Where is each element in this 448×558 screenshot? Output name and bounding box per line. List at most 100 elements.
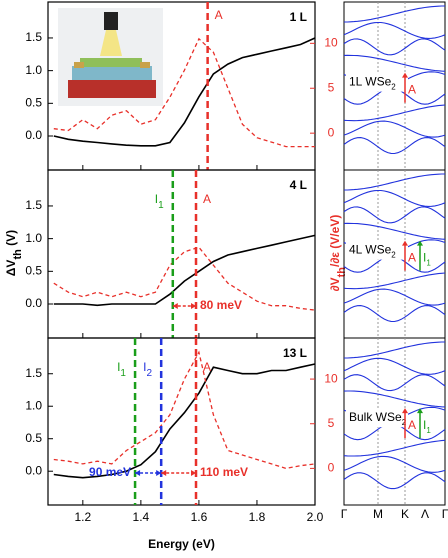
contact: [140, 62, 150, 68]
y-tick-label: 0.0: [25, 296, 42, 310]
band-curve: [343, 439, 446, 457]
band-panel: 1L WSe2 A: [343, 1, 446, 171]
text-part: 1: [120, 368, 126, 379]
text-part: A: [203, 192, 211, 206]
text-part: I: [155, 192, 158, 206]
marker-label: A: [203, 360, 211, 374]
data-line: [53, 234, 316, 307]
text-part: (V): [4, 230, 18, 249]
transition-label: A: [408, 418, 416, 432]
x-tick-label: 1.2: [74, 510, 91, 524]
gap-label: 110 meV: [200, 465, 248, 479]
band-curve: [344, 5, 445, 23]
text-part: I: [117, 360, 120, 374]
beam: [100, 30, 122, 56]
marker-label: I2: [143, 360, 152, 379]
band-curve: [343, 288, 446, 306]
text-part: A: [215, 8, 223, 22]
band-curve: [343, 189, 446, 207]
y-tick-label: 1.5: [25, 366, 42, 380]
band-curve: [343, 104, 446, 122]
y-tick-label: 0.0: [25, 463, 42, 477]
label-bg: [346, 409, 408, 428]
y2-tick-label: 5: [328, 80, 335, 94]
band-curve: [343, 38, 446, 56]
transition-head: [402, 240, 408, 246]
y-tick-label: 0.5: [25, 263, 42, 277]
transition-label: I1: [423, 251, 431, 267]
y-tick-label: 1.0: [25, 398, 42, 412]
band-curve: [343, 305, 446, 323]
marker-label: I1: [117, 360, 126, 379]
data-line: [53, 37, 316, 147]
y2-tick-label: 0: [328, 125, 335, 139]
transition-label: I1: [423, 418, 431, 434]
y-tick-label: 0.5: [25, 95, 42, 109]
text-part: 1: [426, 426, 431, 435]
band-label: 4L WSe2: [349, 243, 396, 259]
text-part: ∂V: [328, 277, 342, 291]
contact: [74, 62, 84, 68]
marker-label: A: [203, 192, 211, 206]
band-label: 1L WSe2: [349, 75, 396, 91]
data-line: [53, 363, 316, 479]
x-tick-label: 1.4: [133, 510, 150, 524]
band-curve: [343, 472, 446, 490]
band-x-label: M: [373, 507, 383, 521]
band-curve: [344, 341, 445, 359]
text-part: I: [423, 418, 426, 432]
band-curve: [343, 357, 446, 375]
x-tick-label: 1.6: [191, 510, 208, 524]
arrow-head: [135, 470, 162, 476]
band-panel: 4L WSe2 A I1: [343, 169, 446, 339]
text-part: A: [408, 83, 416, 97]
text-part: I: [423, 251, 426, 265]
transition-head: [417, 408, 423, 414]
text-part: 2: [147, 368, 153, 379]
text-part: 4L WSe: [349, 243, 392, 257]
transition-head: [402, 72, 408, 78]
band-curve: [343, 54, 446, 72]
x-tick-label: 1.8: [249, 510, 266, 524]
gap-label: 90 meV: [89, 465, 131, 479]
lamp: [104, 12, 118, 30]
text-part: 1: [426, 258, 431, 267]
band-frame: [343, 337, 446, 506]
y-tick-label: 0.5: [25, 431, 42, 445]
band-x-label: Γ: [442, 507, 448, 521]
y-tick-label: 1.5: [25, 198, 42, 212]
y-tick-label: 1.0: [25, 231, 42, 245]
band-curve: [343, 137, 446, 155]
text-part: 2: [402, 418, 407, 427]
band-curve: [343, 222, 446, 240]
y2-axis-label: ∂Vth/∂ε (V/eV): [328, 215, 348, 292]
data-line: [53, 37, 315, 148]
band-curve: [343, 120, 446, 138]
transition-head: [402, 408, 408, 414]
y2-tick-label: 0: [328, 461, 335, 475]
transition-label: A: [408, 83, 416, 97]
text-part: /∂ε (V/eV): [328, 215, 342, 267]
text-part: Bulk WSe: [349, 410, 402, 424]
text-part: th: [12, 249, 24, 260]
band-label: Bulk WSe2: [349, 410, 407, 426]
band-curve: [343, 206, 446, 224]
band-curve: [344, 173, 445, 191]
band-curve: [343, 390, 446, 408]
marker-label: I1: [155, 192, 164, 211]
text-part: 2: [391, 82, 396, 91]
marker-label: A: [215, 8, 223, 22]
text-part: ΔV: [4, 260, 18, 277]
data-line: [53, 246, 316, 311]
channel: [80, 58, 142, 67]
y-axis-label: ΔVth (V): [4, 230, 24, 276]
text-part: A: [203, 360, 211, 374]
text-part: 1L WSe: [349, 75, 392, 89]
gap-label: 80 meV: [200, 298, 242, 312]
transition-head: [417, 240, 423, 246]
substrate: [68, 80, 156, 98]
y2-tick-label: 10: [324, 35, 338, 49]
band-curve: [343, 21, 446, 39]
band-x-label: Γ: [341, 507, 348, 521]
